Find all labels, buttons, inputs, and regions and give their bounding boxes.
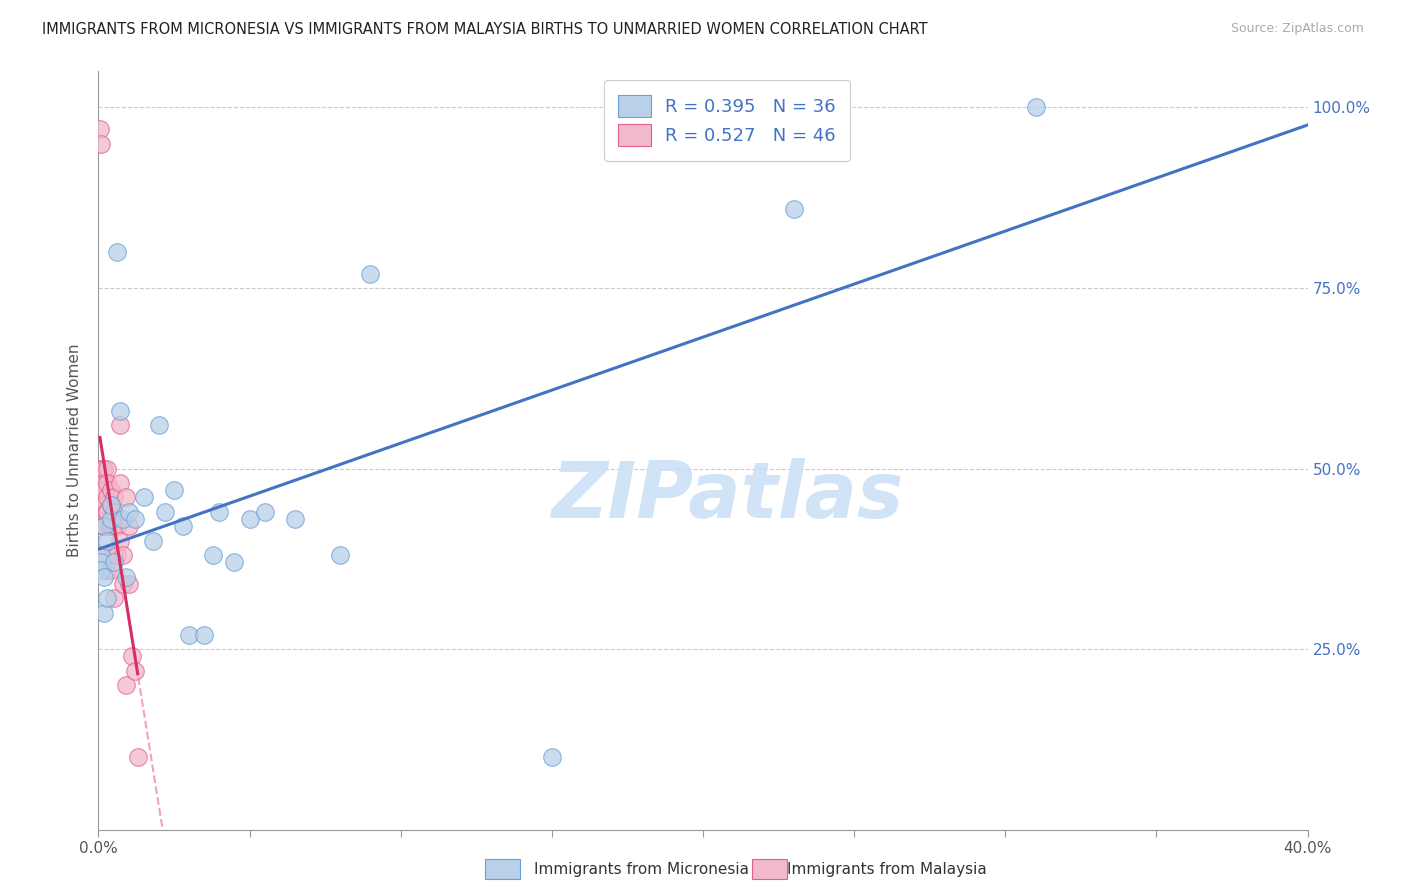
Point xyxy=(108,533,131,548)
Point xyxy=(91,461,114,475)
Point xyxy=(114,678,136,692)
Point xyxy=(124,512,146,526)
Point xyxy=(100,519,122,533)
Point xyxy=(93,498,115,512)
Point xyxy=(100,512,122,526)
Point xyxy=(93,606,115,620)
Point xyxy=(179,627,201,641)
Point xyxy=(111,512,134,526)
Point xyxy=(103,591,125,606)
Point xyxy=(132,491,155,505)
Text: Source: ZipAtlas.com: Source: ZipAtlas.com xyxy=(1230,22,1364,36)
Point xyxy=(96,533,118,548)
Point xyxy=(148,418,170,433)
Point xyxy=(193,627,215,641)
Point xyxy=(224,555,246,569)
Point xyxy=(118,577,141,591)
Point xyxy=(96,475,118,490)
Point xyxy=(360,267,382,281)
Point xyxy=(96,461,118,475)
Point xyxy=(105,519,128,533)
Legend: R = 0.395   N = 36, R = 0.527   N = 46: R = 0.395 N = 36, R = 0.527 N = 46 xyxy=(605,80,851,161)
Point xyxy=(90,136,112,151)
Point xyxy=(89,122,111,136)
Point xyxy=(329,548,352,562)
Point xyxy=(90,548,112,562)
Point xyxy=(208,505,231,519)
Point xyxy=(94,505,117,519)
Point xyxy=(121,649,143,664)
Point xyxy=(96,491,118,505)
Point xyxy=(100,563,122,577)
Point xyxy=(111,577,134,591)
Point xyxy=(108,418,131,433)
Point xyxy=(118,519,141,533)
Point xyxy=(91,461,114,475)
Point xyxy=(103,505,125,519)
Point xyxy=(93,548,115,562)
Point xyxy=(90,505,112,519)
Point xyxy=(108,403,131,417)
Point xyxy=(90,475,112,490)
Point xyxy=(127,750,149,764)
Point xyxy=(111,548,134,562)
Point xyxy=(105,548,128,562)
Text: Immigrants from Malaysia: Immigrants from Malaysia xyxy=(787,863,987,877)
Point xyxy=(172,519,194,533)
Text: ZIPatlas: ZIPatlas xyxy=(551,458,903,534)
Point xyxy=(93,483,115,498)
Point xyxy=(114,491,136,505)
Point xyxy=(118,505,141,519)
Point xyxy=(98,519,121,533)
Text: IMMIGRANTS FROM MICRONESIA VS IMMIGRANTS FROM MALAYSIA BIRTHS TO UNMARRIED WOMEN: IMMIGRANTS FROM MICRONESIA VS IMMIGRANTS… xyxy=(42,22,928,37)
Point xyxy=(103,548,125,562)
Point xyxy=(93,475,115,490)
Point xyxy=(96,563,118,577)
Point xyxy=(103,491,125,505)
Point xyxy=(239,512,262,526)
Point xyxy=(91,519,114,533)
Point xyxy=(90,491,112,505)
Point xyxy=(253,505,276,519)
Point xyxy=(202,548,225,562)
Point xyxy=(100,483,122,498)
Point xyxy=(100,498,122,512)
Text: Immigrants from Micronesia: Immigrants from Micronesia xyxy=(534,863,749,877)
Point xyxy=(783,202,806,216)
Point xyxy=(108,475,131,490)
Point xyxy=(93,519,115,533)
Point xyxy=(93,519,115,533)
Point xyxy=(90,555,112,569)
Point xyxy=(93,461,115,475)
Point xyxy=(96,505,118,519)
Point xyxy=(90,483,112,498)
Y-axis label: Births to Unmarried Women: Births to Unmarried Women xyxy=(66,343,82,558)
Point xyxy=(96,591,118,606)
Point xyxy=(1024,100,1046,114)
Point xyxy=(284,512,307,526)
Point xyxy=(142,533,165,548)
Point xyxy=(540,750,562,764)
Point xyxy=(124,664,146,678)
Point xyxy=(105,244,128,259)
Point xyxy=(103,555,125,569)
Point xyxy=(90,461,112,475)
Point xyxy=(90,563,112,577)
Point xyxy=(93,570,115,584)
Point xyxy=(103,519,125,533)
Point xyxy=(100,498,122,512)
Point xyxy=(153,505,176,519)
Point xyxy=(163,483,186,498)
Point xyxy=(114,570,136,584)
